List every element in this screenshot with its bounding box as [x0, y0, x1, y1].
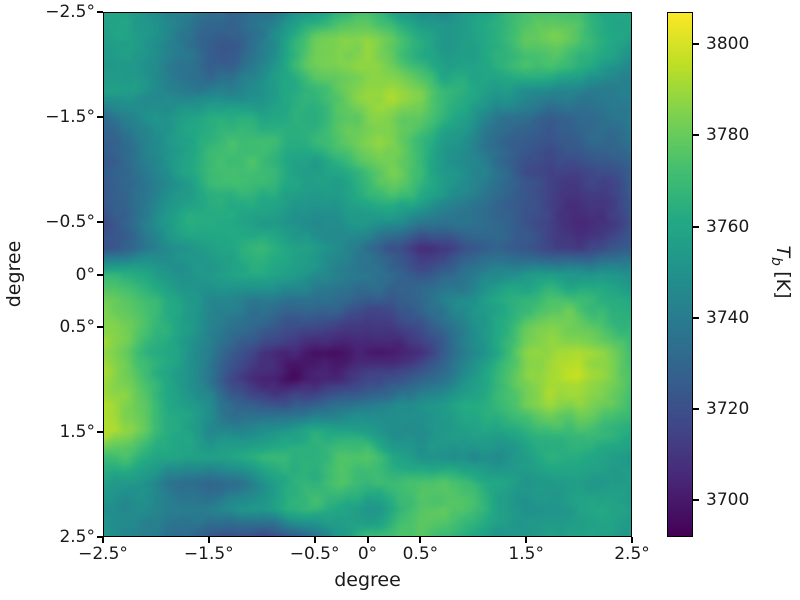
colorbar-label-subscript: b	[768, 257, 785, 266]
colorbar-tick-label: 3780	[706, 125, 750, 146]
colorbar-tick-label: 3720	[706, 399, 750, 420]
colorbar-tick-mark	[693, 225, 699, 228]
x-tick-mark	[525, 537, 528, 543]
x-tick-mark	[102, 537, 104, 543]
x-tick-label: 2.5°	[614, 544, 650, 564]
colorbar-tick-label: 3700	[706, 490, 750, 511]
x-tick-label: 0.5°	[402, 544, 439, 564]
x-tick-label: −1.5°	[183, 544, 234, 564]
colorbar-tick-mark	[693, 316, 699, 319]
y-tick-label: −1.5°	[45, 107, 95, 127]
colorbar-tick-label: 3800	[706, 33, 750, 54]
colorbar-tick-mark	[693, 408, 699, 411]
x-tick-mark	[419, 537, 422, 543]
colorbar-tick-label: 3760	[706, 216, 750, 237]
colorbar-label-symbol: T	[772, 245, 794, 258]
y-tick-label: −0.5°	[45, 212, 95, 232]
heatmap-image	[103, 12, 632, 537]
x-tick-mark	[207, 537, 210, 543]
y-tick-mark	[97, 273, 103, 276]
x-axis-label: degree	[334, 569, 401, 591]
y-axis-label: degree	[3, 240, 25, 308]
x-tick-mark	[366, 537, 369, 543]
x-tick-label: −0.5°	[289, 544, 340, 564]
x-tick-mark	[631, 537, 633, 543]
y-tick-label: 0.5°	[59, 317, 95, 337]
y-tick-mark	[97, 221, 103, 223]
colorbar-gradient	[667, 12, 693, 537]
x-tick-label: 0°	[357, 544, 378, 564]
y-tick-mark	[97, 116, 103, 118]
x-tick-label: 1.5°	[508, 544, 544, 564]
y-tick-mark	[97, 11, 103, 13]
y-tick-mark	[97, 536, 103, 538]
colorbar-tick-label: 3740	[706, 307, 750, 328]
y-tick-label: 0°	[75, 264, 95, 285]
colorbar-label: Tb [K]	[768, 224, 794, 320]
y-tick-label: −2.5°	[45, 2, 95, 22]
y-tick-mark	[97, 326, 103, 328]
colorbar-label-unit: [K]	[772, 271, 794, 299]
colorbar-tick-mark	[693, 134, 699, 137]
y-tick-mark	[97, 431, 103, 433]
x-tick-label: −2.5°	[78, 544, 128, 564]
colorbar-tick-mark	[693, 42, 699, 45]
y-tick-label: 2.5°	[59, 527, 95, 547]
colorbar-tick-mark	[693, 499, 699, 502]
x-tick-mark	[313, 537, 316, 543]
y-tick-label: 1.5°	[59, 422, 95, 442]
